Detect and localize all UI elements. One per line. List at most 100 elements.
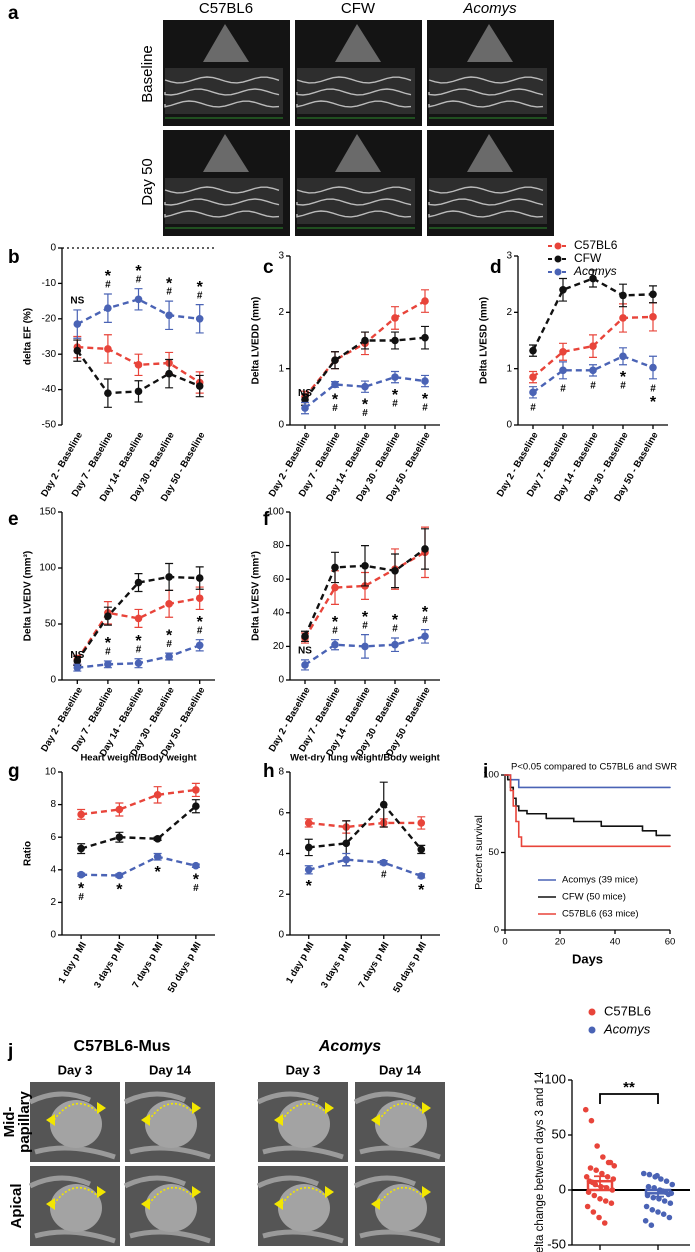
significance-mark: *	[193, 872, 200, 889]
legend-label: CFW (50 mice)	[562, 892, 626, 903]
echo-trace	[164, 76, 280, 84]
echo-trace	[296, 88, 412, 96]
data-point	[582, 1106, 589, 1113]
y-tick-label: 80	[273, 540, 285, 551]
y-tick-label: 0	[50, 675, 56, 686]
data-point	[115, 833, 124, 841]
infarct-outline	[53, 1102, 99, 1121]
data-point	[660, 1211, 667, 1217]
y-tick-label: 1	[278, 363, 284, 374]
data-point	[165, 311, 173, 320]
data-point	[304, 819, 313, 827]
x-tick-label: 40	[610, 937, 621, 948]
significance-mark: #	[590, 381, 596, 392]
y-tick-label: 4	[50, 864, 56, 875]
significance-mark: NS	[298, 388, 312, 399]
legend-label: CFW	[574, 251, 602, 265]
data-point	[301, 661, 309, 669]
data-point	[195, 594, 204, 603]
significance-mark: *	[418, 882, 425, 899]
x-tick-label: 3 days p MI	[92, 940, 127, 990]
significance-mark: NS	[298, 645, 312, 656]
echo-trace	[164, 88, 280, 96]
y-tick-label: 0	[278, 930, 284, 941]
significance-mark: #	[193, 883, 199, 894]
infarct-outline	[281, 1186, 327, 1205]
y-axis-label: Ratio	[23, 841, 34, 866]
echo-trace	[296, 100, 412, 108]
data-point	[379, 858, 388, 867]
panel-letter: a	[8, 3, 19, 24]
data-point	[602, 1198, 609, 1204]
data-point	[597, 1196, 603, 1202]
y-tick-label: 3	[506, 251, 512, 262]
y-tick-label: 3	[278, 251, 284, 262]
significance-mark: *	[306, 878, 313, 895]
significance-mark: NS	[70, 296, 84, 307]
data-point	[153, 791, 162, 799]
mri-heart	[50, 1100, 102, 1148]
x-tick-label: 50 days p MI	[391, 940, 429, 994]
data-point	[599, 1170, 605, 1177]
data-point	[611, 1163, 618, 1169]
y-tick-label: 40	[273, 607, 285, 618]
significance-mark: *	[422, 604, 429, 621]
y-tick-label: 100	[483, 770, 499, 781]
survival-step	[517, 809, 528, 815]
y-tick-label: -40	[42, 384, 57, 395]
y-tick-label: 0	[50, 930, 56, 941]
mri-texture	[256, 1175, 344, 1244]
x-tick-label: 7 days p MI	[356, 940, 391, 990]
data-point	[421, 545, 429, 553]
legend-marker	[588, 1026, 596, 1034]
data-point	[165, 652, 173, 661]
y-tick-label: 4	[278, 848, 284, 859]
arrowhead	[141, 1198, 150, 1210]
x-tick-label: 1 day p MI	[56, 940, 88, 985]
data-point	[104, 345, 112, 353]
y-tick-label: 100	[544, 1071, 566, 1086]
infarct-outline	[281, 1102, 327, 1121]
y-axis-label: Percent survival	[473, 815, 485, 890]
survival-step	[512, 797, 517, 807]
series-line	[76, 575, 200, 662]
data-point	[342, 855, 351, 864]
significance-mark: #	[136, 274, 142, 285]
legend-marker	[588, 1008, 596, 1016]
echo-trace	[164, 100, 280, 108]
legend-marker	[554, 268, 562, 276]
echo-sector	[203, 24, 249, 62]
significance-mark: #	[362, 620, 368, 631]
significance-mark: #	[650, 383, 656, 394]
echo-sector	[335, 134, 381, 172]
y-tick-label: 100	[39, 563, 56, 574]
significance-mark: #	[105, 280, 111, 291]
data-point	[195, 641, 204, 650]
arrowhead	[97, 1102, 106, 1114]
data-point	[73, 346, 82, 355]
arrowhead	[371, 1114, 380, 1126]
data-point	[658, 1176, 664, 1182]
data-point	[134, 361, 143, 369]
data-point	[73, 320, 82, 328]
y-tick-label: 2	[278, 307, 284, 318]
arrowhead	[274, 1198, 283, 1210]
survival-step	[526, 812, 548, 820]
data-point	[421, 333, 429, 342]
echo-trace	[428, 198, 544, 206]
data-point	[391, 314, 399, 322]
significance-mark: *	[135, 633, 142, 650]
mri-heart	[145, 1100, 197, 1148]
x-tick-label: 60	[665, 937, 676, 948]
mri-texture	[353, 1175, 441, 1244]
significance-mark: *	[422, 391, 429, 408]
mri-heart	[50, 1184, 102, 1232]
panel-letter: i	[483, 761, 488, 782]
survival-step	[641, 830, 658, 837]
column-header: Day 14	[149, 1062, 192, 1077]
data-point	[649, 363, 657, 372]
echo-trace	[296, 198, 412, 206]
infarct-outline	[53, 1186, 99, 1205]
panel-letter: j	[7, 1041, 13, 1062]
